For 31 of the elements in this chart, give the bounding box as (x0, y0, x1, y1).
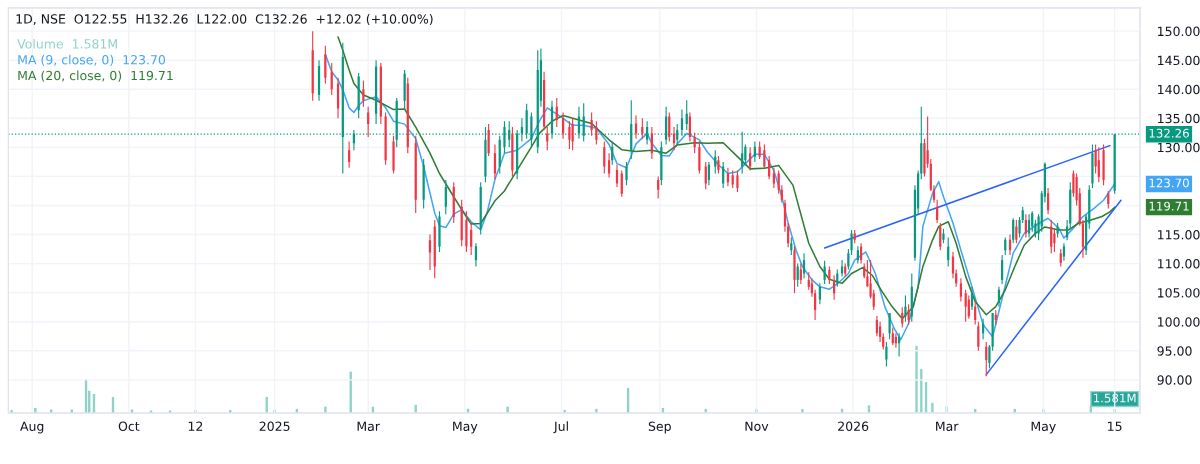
y-tick-label: 115.00 (1158, 230, 1200, 240)
y-tick-label: 135.00 (1158, 113, 1200, 124)
x-tick-label: May (1031, 421, 1056, 434)
x-tick-label: Jul (553, 421, 568, 434)
y-tick-label: 145.00 (1158, 55, 1200, 66)
x-tick-label: Oct (118, 421, 140, 431)
x-tick-label: 15 (1108, 421, 1122, 431)
y-tick-label: 100.00 (1158, 317, 1200, 327)
x-tick-label: Nov (745, 421, 769, 431)
x-tick-label: Aug (20, 421, 44, 434)
ref-line-label: 132.26 (1149, 128, 1189, 138)
x-tick-label: 2025 (259, 421, 290, 431)
annotation: 119.71 (1149, 201, 1189, 211)
text: Volume 1.581M (17, 38, 117, 49)
chart-title: 1D, NSE O122.55 H132.26 L122.00 C132.26 +12.02 (+10.00%) (16, 13, 433, 26)
text: MA (9, close, 0) 123.70 (18, 54, 166, 66)
y-tick-label: 105.00 (1158, 288, 1200, 298)
x-tick-label: May (453, 421, 478, 434)
x-tick-label: Mar (357, 421, 380, 431)
y-tick-label: 150.00 (1158, 26, 1200, 37)
y-tick-label: 140.00 (1158, 84, 1200, 95)
y-tick-label: 95.00 (1157, 346, 1192, 356)
y-tick-label: 110.00 (1158, 259, 1200, 269)
annotation: 123.70 (1149, 178, 1189, 188)
text: MA (20, close, 0) 119.71 (18, 70, 173, 82)
x-tick-label: Mar (936, 421, 959, 431)
x-tick-label: Sep (648, 421, 671, 434)
x-tick-label: 12 (188, 421, 203, 431)
y-tick-label: 130.00 (1158, 142, 1200, 153)
y-tick-label: 90.00 (1157, 375, 1192, 385)
x-tick-label: 2026 (838, 421, 869, 431)
